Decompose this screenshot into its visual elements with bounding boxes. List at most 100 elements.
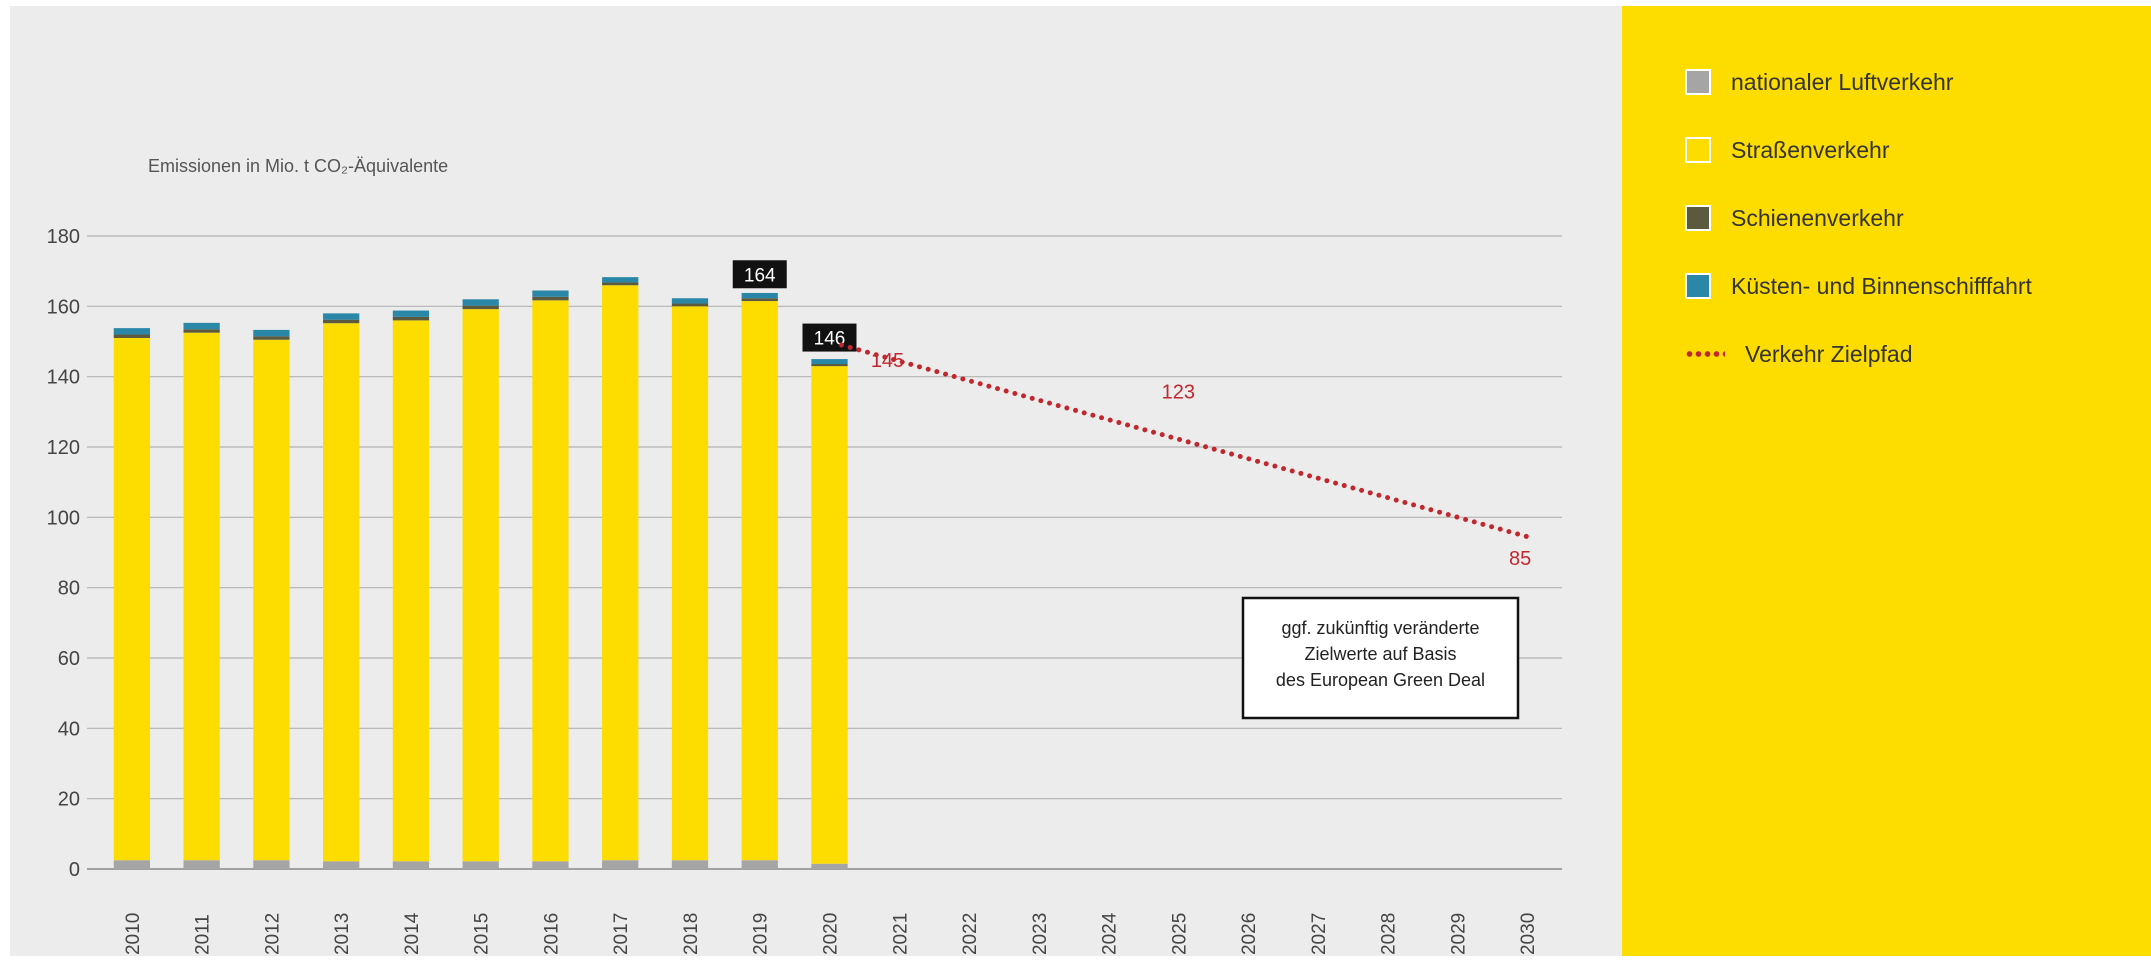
legend-swatch-schienenverkehr <box>1685 205 1711 231</box>
legend-item-schienenverkehr: Schienenverkehr <box>1685 198 1904 238</box>
bar-segment-schienenverkehr <box>671 303 709 307</box>
x-tick-label: 2025 <box>1169 913 1190 955</box>
legend-item-zielpfad: Verkehr Zielpfad <box>1685 334 1912 374</box>
x-tick-label: 2016 <box>541 913 562 955</box>
legend-label-schienenverkehr: Schienenverkehr <box>1731 204 1904 231</box>
legend-item-schifffahrt: Küsten- und Binnenschifffahrt <box>1685 266 2032 306</box>
x-tick-label: 2021 <box>890 913 911 955</box>
bar-segment-k-sten-und-binnenschifffahrt <box>183 322 220 330</box>
legend-panel <box>1622 6 2151 956</box>
bar-segment-schienenverkehr <box>811 364 848 367</box>
x-tick-label: 2030 <box>1518 913 1539 955</box>
target-value-label: 85 <box>1509 548 1531 570</box>
bar-segment-nationaler-luftverkehr <box>602 860 639 869</box>
bar-segment-nationaler-luftverkehr <box>183 860 220 869</box>
bar-segment-k-sten-und-binnenschifffahrt <box>602 277 639 283</box>
y-tick-label: 40 <box>58 718 80 740</box>
y-tick-label: 80 <box>58 578 80 600</box>
annotation-text-line: des European Green Deal <box>1276 670 1485 690</box>
bar-segment-stra-enverkehr <box>532 300 569 862</box>
x-tick-label: 2027 <box>1309 913 1330 955</box>
x-tick-label: 2028 <box>1379 913 1400 955</box>
bar-segment-stra-enverkehr <box>462 309 499 862</box>
bar-segment-stra-enverkehr <box>392 320 430 862</box>
x-tick-label: 2023 <box>1030 913 1051 955</box>
bar-segment-k-sten-und-binnenschifffahrt <box>811 359 848 365</box>
bar-segment-nationaler-luftverkehr <box>741 860 778 869</box>
y-tick-label: 160 <box>47 296 80 318</box>
x-tick-label: 2013 <box>332 913 353 955</box>
x-tick-label: 2010 <box>123 913 144 955</box>
bar-segment-nationaler-luftverkehr <box>671 860 709 869</box>
legend-swatch-strassenverkehr <box>1685 137 1711 163</box>
x-tick-label: 2015 <box>472 913 493 955</box>
y-tick-label: 140 <box>47 367 80 389</box>
bar-segment-schienenverkehr <box>741 298 778 302</box>
annotation-text-line: ggf. zukünftig veränderte <box>1281 618 1479 638</box>
x-tick-label: 2019 <box>751 913 772 955</box>
target-value-label: 145 <box>871 350 904 372</box>
bar-segment-k-sten-und-binnenschifffahrt <box>741 292 778 299</box>
y-tick-label: 60 <box>58 648 80 670</box>
y-tick-label: 180 <box>47 226 80 248</box>
legend-swatch-luftverkehr <box>1685 69 1711 95</box>
bar-segment-schienenverkehr <box>323 319 360 324</box>
bar-value-label-box <box>802 323 857 352</box>
bar-segment-stra-enverkehr <box>602 285 639 861</box>
target-value-label: 123 <box>1162 381 1195 403</box>
bar-segment-stra-enverkehr <box>671 306 709 861</box>
bar-segment-stra-enverkehr <box>811 366 848 864</box>
annotation-text-line: Zielwerte auf Basis <box>1304 644 1456 664</box>
bar-segment-stra-enverkehr <box>113 337 151 861</box>
y-tick-label: 20 <box>58 789 80 811</box>
x-tick-label: 2024 <box>1100 912 1121 955</box>
bar-segment-nationaler-luftverkehr <box>323 861 360 869</box>
bar-value-label: 146 <box>814 329 846 350</box>
legend-item-strassenverkehr: Straßenverkehr <box>1685 130 1890 170</box>
legend-label-strassenverkehr: Straßenverkehr <box>1731 136 1890 163</box>
bar-segment-schienenverkehr <box>462 305 499 310</box>
bar-segment-k-sten-und-binnenschifffahrt <box>671 298 709 304</box>
legend-item-luftverkehr: nationaler Luftverkehr <box>1685 62 1953 102</box>
bar-value-label-box <box>732 260 787 289</box>
bar-segment-schienenverkehr <box>602 282 639 286</box>
x-tick-label: 2020 <box>821 913 842 955</box>
legend-label-schifffahrt: Küsten- und Binnenschifffahrt <box>1731 272 2032 299</box>
bar-segment-k-sten-und-binnenschifffahrt <box>323 313 360 320</box>
annotation-box <box>1241 596 1520 720</box>
bar-segment-stra-enverkehr <box>323 323 360 862</box>
y-tick-label: 100 <box>47 507 80 529</box>
bar-segment-schienenverkehr <box>392 316 430 321</box>
y-tick-label: 0 <box>69 859 80 881</box>
bar-segment-k-sten-und-binnenschifffahrt <box>253 329 290 337</box>
bar-segment-k-sten-und-binnenschifffahrt <box>462 299 499 306</box>
x-tick-label: 2014 <box>402 912 423 955</box>
x-tick-label: 2029 <box>1448 913 1469 955</box>
bar-segment-nationaler-luftverkehr <box>113 860 151 869</box>
x-tick-label: 2012 <box>262 913 283 955</box>
x-tick-label: 2017 <box>611 913 632 955</box>
x-tick-label: 2026 <box>1239 913 1260 955</box>
x-tick-label: 2018 <box>681 913 702 955</box>
legend-label-luftverkehr: nationaler Luftverkehr <box>1731 68 1954 95</box>
x-tick-label: 2022 <box>960 913 981 955</box>
bar-segment-k-sten-und-binnenschifffahrt <box>532 290 569 297</box>
target-path-line <box>839 342 1530 540</box>
bar-segment-stra-enverkehr <box>253 339 290 861</box>
bar-segment-schienenverkehr <box>532 296 569 301</box>
bar-segment-stra-enverkehr <box>183 332 220 861</box>
legend-swatch-schifffahrt <box>1685 273 1711 299</box>
bar-segment-nationaler-luftverkehr <box>811 863 848 869</box>
bar-segment-nationaler-luftverkehr <box>392 861 430 869</box>
y-axis-label: Emissionen in Mio. t CO₂-Äquivalente <box>148 156 448 176</box>
x-tick-label: 2011 <box>193 914 214 955</box>
legend-label-zielpfad: Verkehr Zielpfad <box>1745 340 1913 367</box>
bar-segment-nationaler-luftverkehr <box>532 861 569 869</box>
bar-segment-schienenverkehr <box>253 336 290 340</box>
bar-segment-schienenverkehr <box>183 329 220 333</box>
bar-segment-schienenverkehr <box>113 334 151 338</box>
bar-segment-nationaler-luftverkehr <box>253 860 290 869</box>
bar-segment-k-sten-und-binnenschifffahrt <box>113 328 151 335</box>
